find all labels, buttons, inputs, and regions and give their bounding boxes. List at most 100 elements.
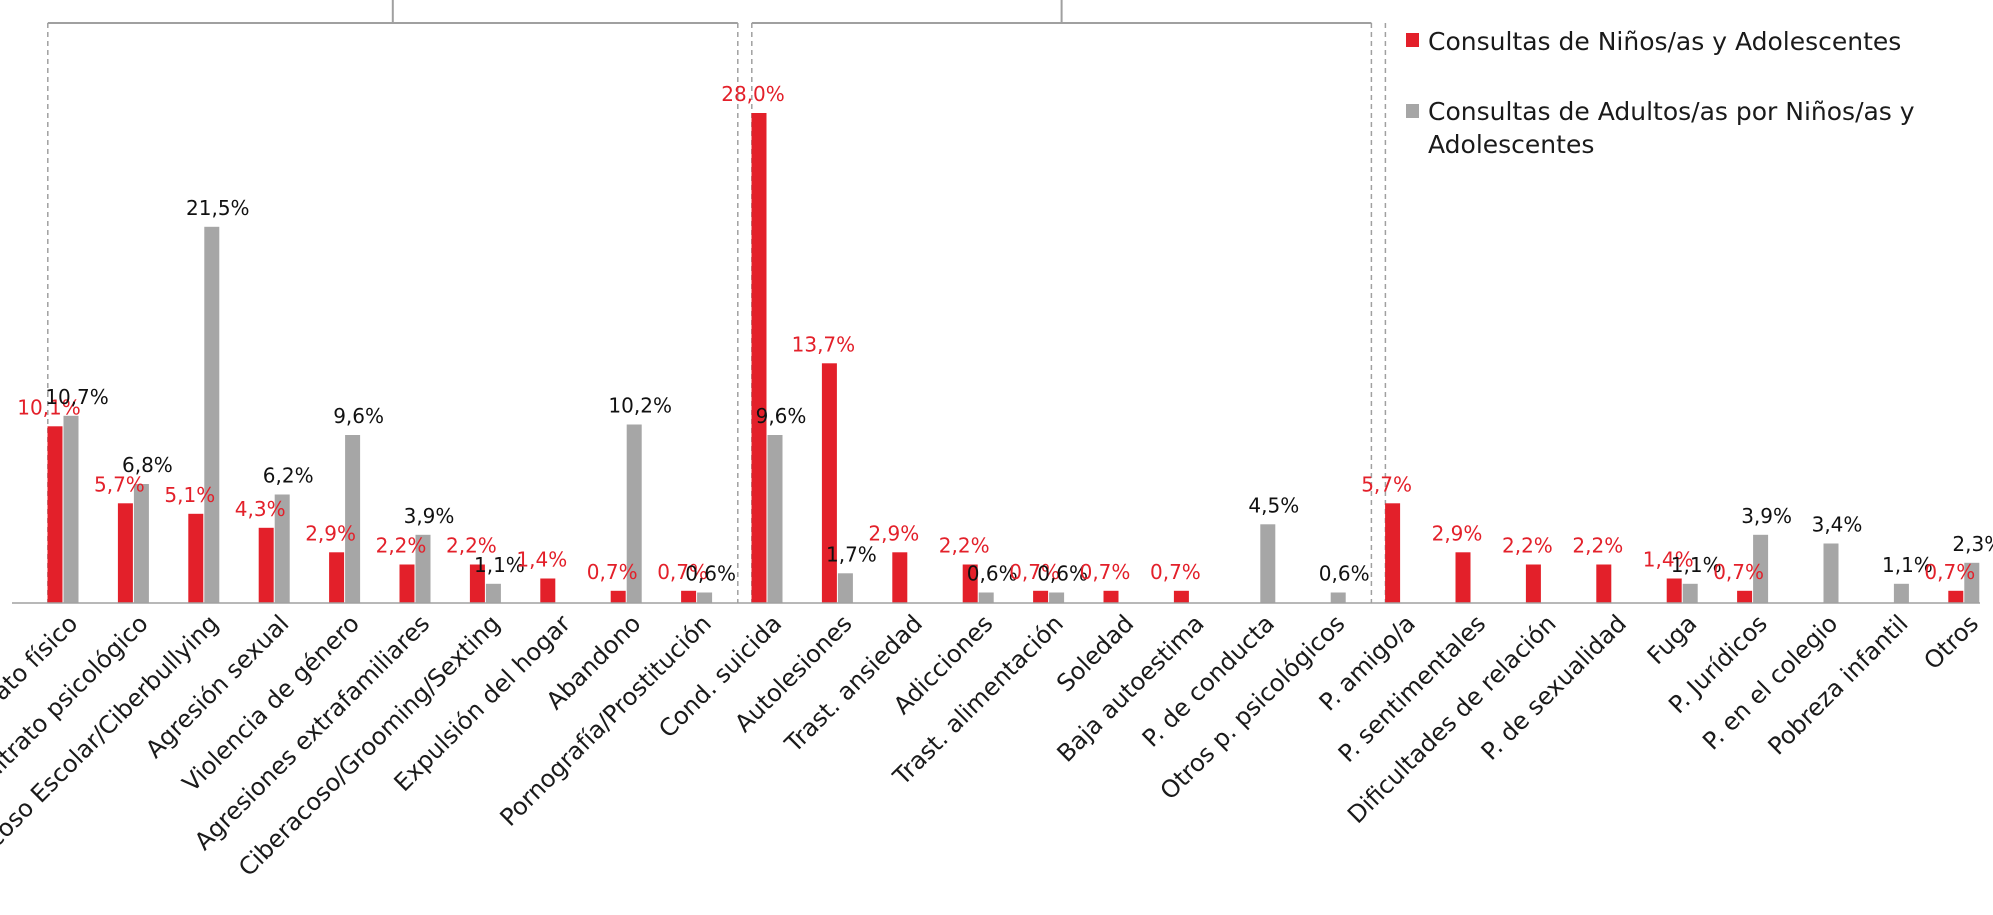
value-label-adultos-11: 1,7% xyxy=(826,542,877,566)
value-label-ninos-11: 13,7% xyxy=(792,332,856,356)
legend: Consultas de Niños/as y Adolescentes Con… xyxy=(1406,27,1923,159)
bar-ninos-24 xyxy=(1737,590,1753,604)
bar-ninos-9 xyxy=(681,590,697,604)
bar-ninos-8 xyxy=(610,590,626,604)
value-label-ninos-21: 2,2% xyxy=(1502,534,1553,558)
bar-ninos-0 xyxy=(47,426,63,604)
category-label-27: Otros xyxy=(1918,609,1984,675)
bar-ninos-14 xyxy=(1033,590,1049,604)
value-label-ninos-16: 0,7% xyxy=(1150,560,1201,584)
value-label-adultos-8: 10,2% xyxy=(608,394,672,418)
value-label-ninos-0: 10,1% xyxy=(17,395,81,419)
bar-adultos-23 xyxy=(1682,583,1698,604)
bar-adultos-8 xyxy=(626,424,642,603)
legend-label-ninos: Consultas de Niños/as y Adolescentes xyxy=(1428,27,1901,56)
value-label-ninos-24: 0,7% xyxy=(1713,560,1764,584)
bar-adultos-0 xyxy=(63,415,79,604)
bars xyxy=(47,113,1980,604)
category-label-10: Cond. suicida xyxy=(653,609,787,743)
bar-ninos-2 xyxy=(188,513,204,604)
legend-label-adultos: Consultas de Adultos/as por Niños/as y A… xyxy=(1428,97,1923,159)
value-label-ninos-10: 28,0% xyxy=(721,82,785,106)
value-label-ninos-12: 2,9% xyxy=(868,521,919,545)
bar-adultos-9 xyxy=(697,592,713,603)
category-label-23: Fuga xyxy=(1642,609,1703,670)
bar-adultos-4 xyxy=(345,435,361,603)
bar-ninos-7 xyxy=(540,578,556,603)
value-label-ninos-27: 0,7% xyxy=(1924,560,1975,584)
value-label-adultos-2: 21,5% xyxy=(186,196,250,220)
value-label-adultos-0: 10,7% xyxy=(45,385,109,409)
value-label-ninos-6: 2,2% xyxy=(446,534,497,558)
value-label-ninos-19: 5,7% xyxy=(1361,472,1412,496)
bar-ninos-23 xyxy=(1666,578,1682,603)
value-label-ninos-2: 5,1% xyxy=(164,483,215,507)
value-label-ninos-13: 2,2% xyxy=(939,534,990,558)
value-label-adultos-10: 9,6% xyxy=(756,404,807,428)
value-label-adultos-18: 0,6% xyxy=(1319,562,1370,586)
bar-ninos-16 xyxy=(1173,590,1189,604)
legend-swatch-adultos xyxy=(1406,104,1419,118)
value-label-adultos-3: 6,2% xyxy=(263,464,314,488)
value-label-adultos-26: 1,1% xyxy=(1882,553,1933,577)
value-label-adultos-1: 6,8% xyxy=(122,453,173,477)
category-label-6: Ciberacoso/Grooming/Sexting xyxy=(233,609,505,881)
legend-label-adultos-line1: Consultas de Adultos/as por Niños/as y xyxy=(1428,97,1915,126)
bar-ninos-13 xyxy=(962,564,978,603)
bar-adultos-2 xyxy=(204,226,220,604)
bar-ninos-10 xyxy=(751,113,767,603)
legend-label-adultos-line2: Adolescentes xyxy=(1428,130,1594,159)
value-label-ninos-23: 1,4% xyxy=(1643,548,1694,572)
value-label-adultos-17: 4,5% xyxy=(1248,493,1299,517)
bar-adultos-3 xyxy=(274,494,290,603)
bar-ninos-11 xyxy=(821,363,837,604)
value-label-adultos-9: 0,6% xyxy=(685,562,736,586)
group-bracket-0 xyxy=(47,0,739,603)
value-label-ninos-20: 2,9% xyxy=(1432,521,1483,545)
value-label-ninos-14: 0,7% xyxy=(1009,560,1060,584)
bar-adultos-18 xyxy=(1330,592,1346,603)
bar-adultos-5 xyxy=(415,534,431,604)
bar-ninos-6 xyxy=(469,564,485,603)
value-label-adultos-4: 9,6% xyxy=(333,404,384,428)
value-label-ninos-7: 1,4% xyxy=(516,548,567,572)
bar-adultos-14 xyxy=(1049,592,1065,603)
bar-ninos-27 xyxy=(1948,590,1964,604)
legend-swatch-ninos xyxy=(1406,33,1419,47)
value-label-adultos-24: 3,9% xyxy=(1741,504,1792,528)
value-labels: 10,1%10,7%5,7%6,8%5,1%21,5%4,3%6,2%2,9%9… xyxy=(17,82,1993,586)
bar-adultos-24 xyxy=(1753,534,1769,604)
bar-adultos-11 xyxy=(837,573,853,604)
bar-ninos-15 xyxy=(1103,590,1119,604)
value-label-ninos-3: 4,3% xyxy=(235,497,286,521)
bar-adultos-17 xyxy=(1260,524,1276,604)
bar-adultos-27 xyxy=(1964,562,1980,604)
bar-ninos-12 xyxy=(892,552,908,604)
bar-adultos-25 xyxy=(1823,543,1839,603)
value-label-adultos-27: 2,3% xyxy=(1952,532,1993,556)
bar-adultos-6 xyxy=(485,583,501,604)
bar-ninos-20 xyxy=(1455,552,1471,604)
bar-ninos-4 xyxy=(329,552,345,604)
value-label-adultos-13: 0,6% xyxy=(967,562,1018,586)
value-label-ninos-15: 0,7% xyxy=(1080,560,1131,584)
value-label-ninos-5: 2,2% xyxy=(376,534,427,558)
value-label-ninos-22: 2,2% xyxy=(1572,534,1623,558)
bar-ninos-19 xyxy=(1385,503,1401,604)
value-label-ninos-1: 5,7% xyxy=(94,472,145,496)
bar-ninos-21 xyxy=(1525,564,1541,603)
bar-ninos-3 xyxy=(258,527,274,604)
bar-ninos-1 xyxy=(117,503,133,604)
value-label-adultos-14: 0,6% xyxy=(1037,562,1088,586)
value-label-ninos-9: 0,7% xyxy=(657,560,708,584)
bar-adultos-10 xyxy=(767,435,783,603)
value-label-adultos-23: 1,1% xyxy=(1671,553,1722,577)
value-label-adultos-5: 3,9% xyxy=(404,504,455,528)
value-label-adultos-25: 3,4% xyxy=(1812,513,1863,537)
bar-adultos-13 xyxy=(978,592,994,603)
bar-ninos-5 xyxy=(399,564,415,603)
bar-adultos-26 xyxy=(1893,583,1909,604)
value-label-adultos-6: 1,1% xyxy=(474,553,525,577)
